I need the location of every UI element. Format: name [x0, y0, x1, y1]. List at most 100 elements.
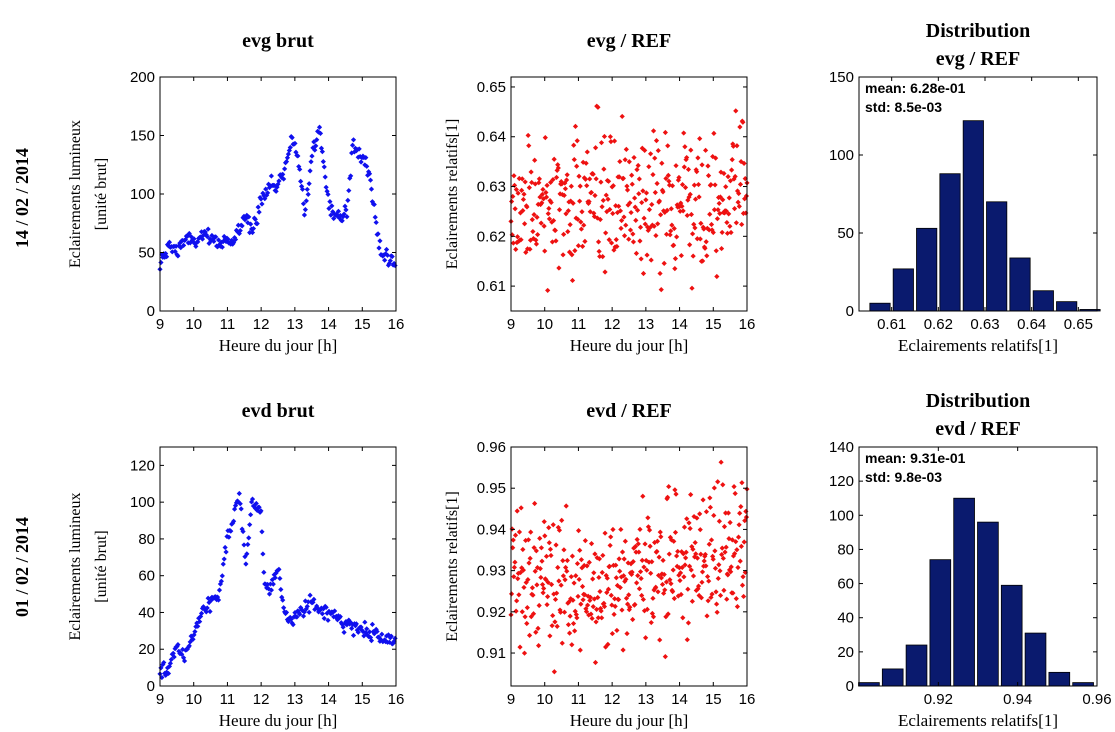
data-point	[191, 236, 197, 242]
data-point	[384, 252, 391, 258]
data-point	[170, 650, 176, 656]
data-point	[267, 581, 274, 587]
data-point	[568, 596, 574, 602]
data-point	[721, 524, 728, 530]
data-point	[344, 214, 350, 220]
data-point	[684, 154, 690, 161]
x-tick-label: 15	[354, 691, 371, 708]
data-point	[654, 180, 660, 187]
data-point	[737, 181, 744, 187]
data-point	[268, 587, 274, 593]
data-point	[703, 509, 710, 515]
data-point	[595, 104, 601, 110]
data-point	[254, 221, 260, 227]
data-point	[649, 610, 655, 617]
stat-annotation: std: 9.8e-03	[865, 469, 942, 485]
data-point	[736, 203, 742, 209]
data-point	[712, 548, 718, 554]
data-point	[284, 155, 291, 161]
data-point	[724, 596, 730, 602]
x-tick-label: 10	[536, 316, 553, 333]
data-point	[732, 490, 738, 497]
data-point	[705, 598, 711, 604]
y-tick-label: 60	[837, 576, 854, 593]
data-point	[616, 556, 622, 562]
data-point	[639, 557, 645, 563]
data-point	[294, 614, 300, 620]
data-point	[726, 535, 732, 542]
data-point	[727, 178, 734, 184]
data-point	[695, 586, 701, 592]
histogram-bar	[1000, 584, 1023, 687]
data-point	[685, 166, 692, 173]
data-point	[613, 562, 619, 568]
data-point	[728, 564, 734, 570]
data-point	[583, 608, 590, 615]
data-point	[537, 201, 544, 208]
data-point	[742, 518, 748, 524]
data-point	[672, 529, 679, 536]
data-point	[643, 190, 650, 196]
data-point	[520, 567, 526, 573]
y-axis-label: [unité brut]	[93, 530, 110, 602]
data-point	[534, 214, 540, 220]
x-tick-label: 13	[287, 691, 304, 708]
histogram-bar	[869, 302, 891, 312]
data-point	[531, 545, 537, 551]
data-point	[605, 196, 611, 202]
data-point	[311, 596, 317, 602]
data-point	[325, 617, 331, 623]
data-point	[561, 192, 567, 198]
y-axis-label: Eclairements lumineux	[67, 120, 84, 268]
y-tick-label: 120	[130, 457, 155, 474]
data-point	[166, 239, 173, 245]
x-tick-label: 0.65	[1064, 316, 1093, 333]
data-point	[716, 200, 722, 207]
data-point	[579, 583, 586, 590]
data-point	[165, 670, 172, 677]
data-point	[577, 647, 583, 653]
data-point	[611, 611, 617, 617]
data-point	[511, 173, 517, 179]
data-point	[637, 238, 643, 244]
data-point	[631, 154, 637, 161]
data-point	[685, 586, 691, 592]
data-point	[295, 153, 301, 159]
data-point	[319, 611, 325, 617]
axes-frame	[858, 446, 1098, 687]
data-point	[197, 618, 203, 625]
data-point	[563, 503, 569, 509]
data-point	[680, 551, 686, 557]
data-point	[646, 207, 653, 213]
data-point	[604, 589, 610, 596]
data-point	[645, 515, 651, 521]
data-point	[644, 567, 650, 573]
data-point	[738, 543, 744, 549]
data-points	[157, 490, 398, 681]
data-point	[520, 196, 527, 203]
data-point	[723, 544, 729, 550]
data-point	[588, 541, 595, 547]
data-point	[167, 660, 173, 666]
data-point	[596, 556, 603, 562]
data-point	[629, 569, 635, 575]
data-point	[647, 543, 653, 549]
y-tick-label: 40	[138, 604, 155, 621]
chart-title: Distribution	[926, 20, 1030, 42]
data-point	[561, 231, 567, 238]
data-point	[722, 549, 728, 555]
data-point	[299, 186, 306, 192]
data-point	[204, 233, 210, 240]
y-tick-label: 50	[138, 245, 155, 262]
x-tick-label: 16	[739, 316, 756, 333]
data-point	[620, 647, 626, 653]
data-point	[263, 186, 269, 192]
data-point	[360, 628, 366, 635]
data-point	[541, 519, 547, 525]
data-point	[610, 526, 616, 533]
data-point	[366, 171, 373, 177]
data-point	[601, 600, 607, 607]
data-point	[596, 248, 602, 255]
data-point	[673, 163, 679, 169]
